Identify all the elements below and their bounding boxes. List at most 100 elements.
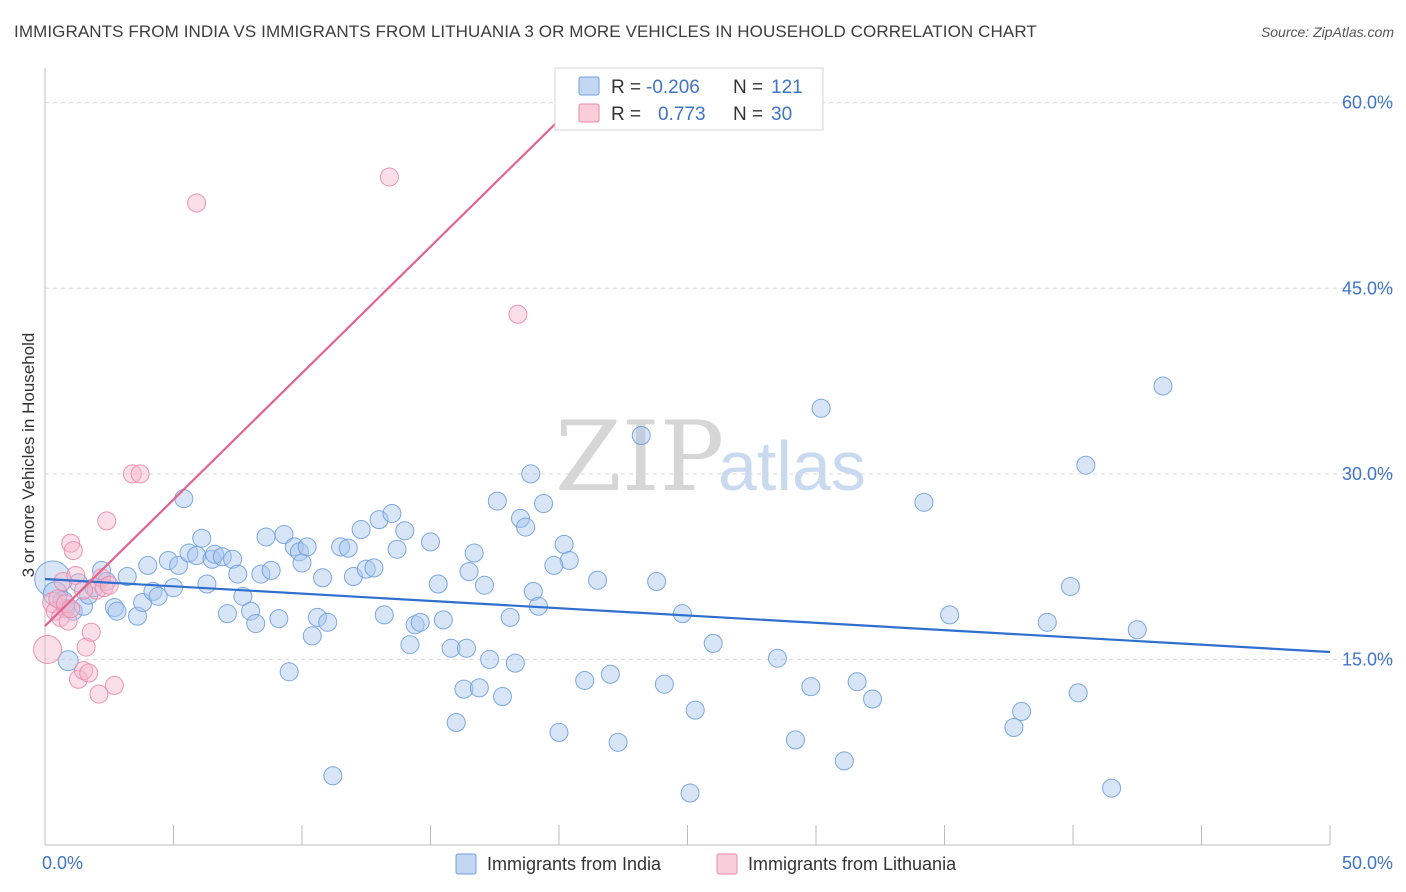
india-point (487, 491, 507, 511)
y-tick-label: 45.0% (1342, 278, 1393, 298)
india-point (433, 610, 453, 630)
india-point (492, 687, 512, 707)
lithuania-point (61, 533, 81, 553)
india-point (307, 607, 327, 627)
india-point (179, 543, 199, 563)
india-point (685, 700, 705, 720)
india-point (302, 626, 322, 646)
india-point (549, 722, 569, 742)
india-point (654, 674, 674, 694)
india-point (516, 517, 536, 537)
legend-lithuania-r-label: R = (611, 104, 641, 125)
legend-lithuania-n-label: N = (733, 104, 763, 125)
lithuania-point (97, 511, 117, 531)
india-point (454, 679, 474, 699)
legend-box (554, 67, 824, 131)
india-point (241, 601, 261, 621)
india-point (107, 601, 127, 621)
india-point (500, 607, 520, 627)
lithuania-point (508, 304, 528, 324)
lithuania-point (187, 193, 207, 213)
lithuania-point (74, 661, 94, 681)
india-point (364, 558, 384, 578)
india-point (421, 532, 440, 552)
india-point (811, 398, 831, 418)
lithuania-point (33, 635, 63, 665)
india-point (785, 730, 805, 750)
gridlines (45, 102, 1393, 660)
lithuania-point (122, 464, 142, 484)
india-point (940, 605, 960, 625)
india-point (148, 586, 168, 606)
india-point (608, 732, 628, 752)
india-point (559, 550, 579, 570)
x-tick-marks (44, 825, 1331, 845)
india-point (356, 559, 376, 579)
series-legend: Immigrants from India Immigrants from Li… (455, 853, 957, 875)
india-point (469, 678, 489, 698)
india-point (801, 677, 821, 697)
correlation-legend: R = -0.206 N = 121 R = 0.773 N = 30 (554, 67, 824, 131)
legend-india-swatch (578, 76, 600, 96)
india-point (217, 604, 237, 624)
india-point (521, 464, 541, 484)
lithuania-point (79, 663, 99, 683)
india-point (331, 537, 351, 557)
legend-india-r-value: -0.206 (646, 77, 700, 98)
india-point (228, 564, 248, 584)
india-point (523, 581, 543, 601)
lithuania-point (76, 637, 96, 657)
lithuania-point (99, 575, 119, 595)
india-point (631, 426, 651, 446)
india-point (456, 638, 476, 658)
bottom-legend-india-label: Immigrants from India (487, 854, 662, 874)
india-point (246, 614, 266, 634)
x-tick-label-min: 0.0% (42, 853, 83, 873)
india-point (318, 612, 338, 632)
india-point (387, 539, 407, 559)
series-india-points (34, 376, 1173, 803)
india-point (1004, 717, 1024, 737)
india-point (575, 670, 595, 690)
india-point (480, 649, 500, 669)
legend-india-n-label: N = (733, 77, 763, 98)
legend-lithuania-swatch (578, 103, 600, 123)
lithuania-point (63, 541, 83, 561)
india-point (313, 568, 333, 588)
india-point (600, 664, 620, 684)
india-point (1076, 455, 1096, 475)
lithuania-point (61, 599, 81, 619)
india-point (223, 549, 243, 569)
india-point (192, 528, 212, 548)
india-point (554, 534, 574, 554)
india-point (117, 567, 137, 587)
lithuania-trend-line (44, 114, 565, 627)
chart-title: IMMIGRANTS FROM INDIA VS IMMIGRANTS FROM… (14, 22, 1037, 41)
india-point (274, 524, 294, 544)
india-point (351, 520, 371, 540)
india-point (1037, 612, 1057, 632)
india-point (297, 537, 317, 557)
india-point (292, 553, 312, 573)
y-axis-label: 3 or more Vehicles in Household (19, 333, 38, 578)
watermark-zip: ZIP (555, 401, 724, 513)
bottom-legend-lithuania-label: Immigrants from Lithuania (748, 854, 957, 874)
lithuania-point (81, 622, 101, 642)
lithuania-point (379, 167, 399, 187)
y-tick-label: 30.0% (1342, 464, 1393, 484)
legend-india-n-value: 121 (771, 77, 803, 98)
y-tick-label: 60.0% (1342, 93, 1393, 113)
india-point (647, 571, 667, 591)
series-lithuania-points (33, 167, 528, 704)
legend-lithuania-r-value: 0.773 (658, 104, 706, 125)
india-point (1102, 778, 1122, 798)
lithuania-point (104, 675, 124, 695)
india-point (138, 555, 158, 575)
india-point (104, 597, 124, 617)
india-point (338, 538, 358, 558)
india-point (863, 689, 883, 709)
india-trend-line (44, 577, 1331, 654)
bottom-legend-india-swatch (455, 853, 477, 875)
legend-india-r-label: R = (611, 77, 641, 98)
